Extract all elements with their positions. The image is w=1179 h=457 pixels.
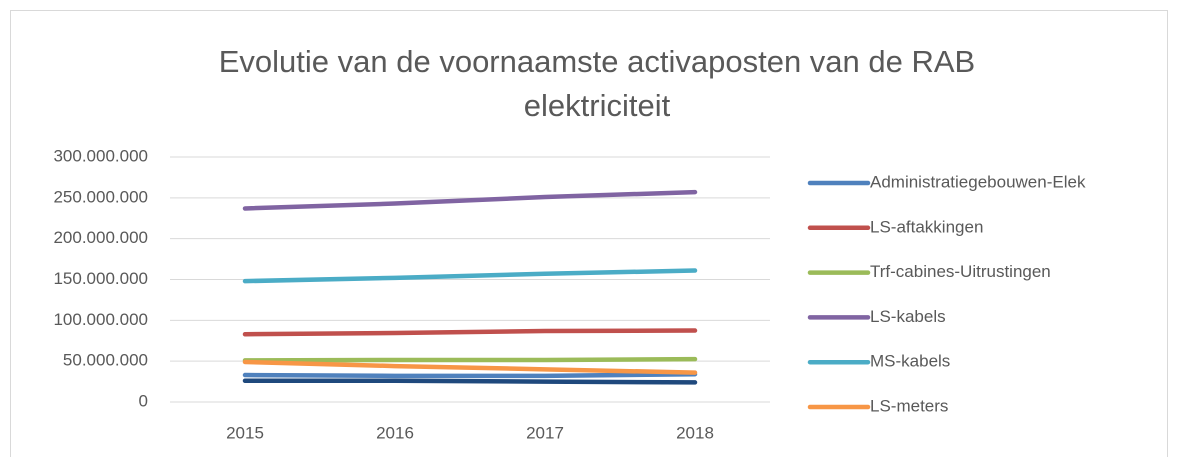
- series-line: [242, 359, 698, 375]
- series-line: [242, 371, 698, 379]
- series-line: [242, 268, 698, 284]
- x-tick-label: 2015: [226, 423, 264, 442]
- x-tick-label: 2017: [526, 423, 564, 442]
- legend-label: LS-kabels: [870, 307, 946, 326]
- x-tick-label: 2018: [676, 423, 714, 442]
- chart-title: Evolutie van de voornaamste activaposten…: [218, 44, 976, 123]
- series-line: [242, 189, 698, 211]
- legend-label: MS-kabels: [870, 352, 950, 371]
- y-tick-label: 100.000.000: [53, 310, 148, 329]
- y-tick-label: 300.000.000: [53, 146, 148, 165]
- legend-label: Trf-cabines-Uitrustingen: [870, 262, 1051, 281]
- legend-label: LS-meters: [870, 396, 948, 415]
- series-line: [242, 328, 698, 337]
- y-tick-label: 200.000.000: [53, 228, 148, 247]
- y-tick-label: 250.000.000: [53, 187, 148, 206]
- y-tick-label: 0: [139, 391, 148, 410]
- y-tick-label: 50.000.000: [63, 351, 148, 370]
- legend-label: LS-aftakkingen: [870, 217, 983, 236]
- series-line: [242, 356, 698, 363]
- legend-label: Administratiegebouwen-Elek: [870, 172, 1086, 191]
- series-line: [242, 378, 698, 385]
- x-tick-label: 2016: [376, 423, 414, 442]
- y-tick-label: 150.000.000: [53, 269, 148, 288]
